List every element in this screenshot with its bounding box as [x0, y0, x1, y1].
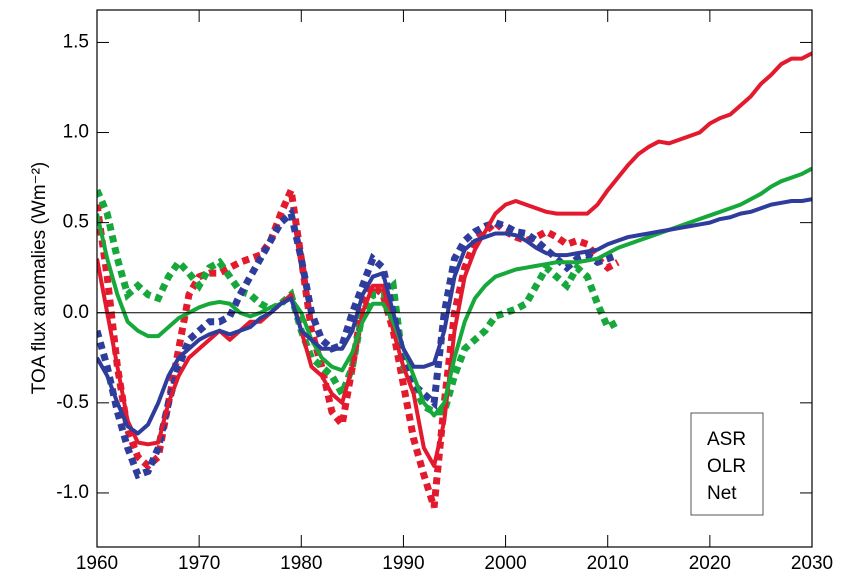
x-tick-label: 2020 — [689, 553, 731, 574]
plot-area — [97, 51, 812, 509]
y-axis-label: TOA flux anomalies (Wm⁻²) — [29, 162, 50, 394]
x-tick-label: 1960 — [76, 553, 118, 574]
y-tick-label: -1.0 — [56, 482, 89, 503]
x-tick-label: 1990 — [382, 553, 424, 574]
legend-label: OLR — [707, 456, 746, 477]
y-tick-label: -0.5 — [56, 392, 89, 413]
mean-line — [97, 166, 812, 418]
y-tick-label: 0.0 — [63, 302, 89, 323]
mean-line — [97, 197, 812, 436]
observed-line — [97, 207, 620, 480]
x-tick-label: 2010 — [587, 553, 629, 574]
y-tick-label: 1.5 — [63, 31, 89, 52]
x-tick-label: 1980 — [280, 553, 322, 574]
x-tick-label: 2030 — [791, 553, 833, 574]
y-tick-label: 1.0 — [63, 122, 89, 143]
legend: ASR OLR Net — [690, 412, 764, 516]
legend-label: Net — [707, 483, 737, 504]
y-tick-label: 0.5 — [63, 212, 89, 233]
legend-box — [690, 412, 764, 516]
frame — [96, 9, 813, 548]
x-tick-label: 1970 — [178, 553, 220, 574]
legend-label: ASR — [707, 429, 746, 450]
x-tick-label: 2000 — [484, 553, 526, 574]
